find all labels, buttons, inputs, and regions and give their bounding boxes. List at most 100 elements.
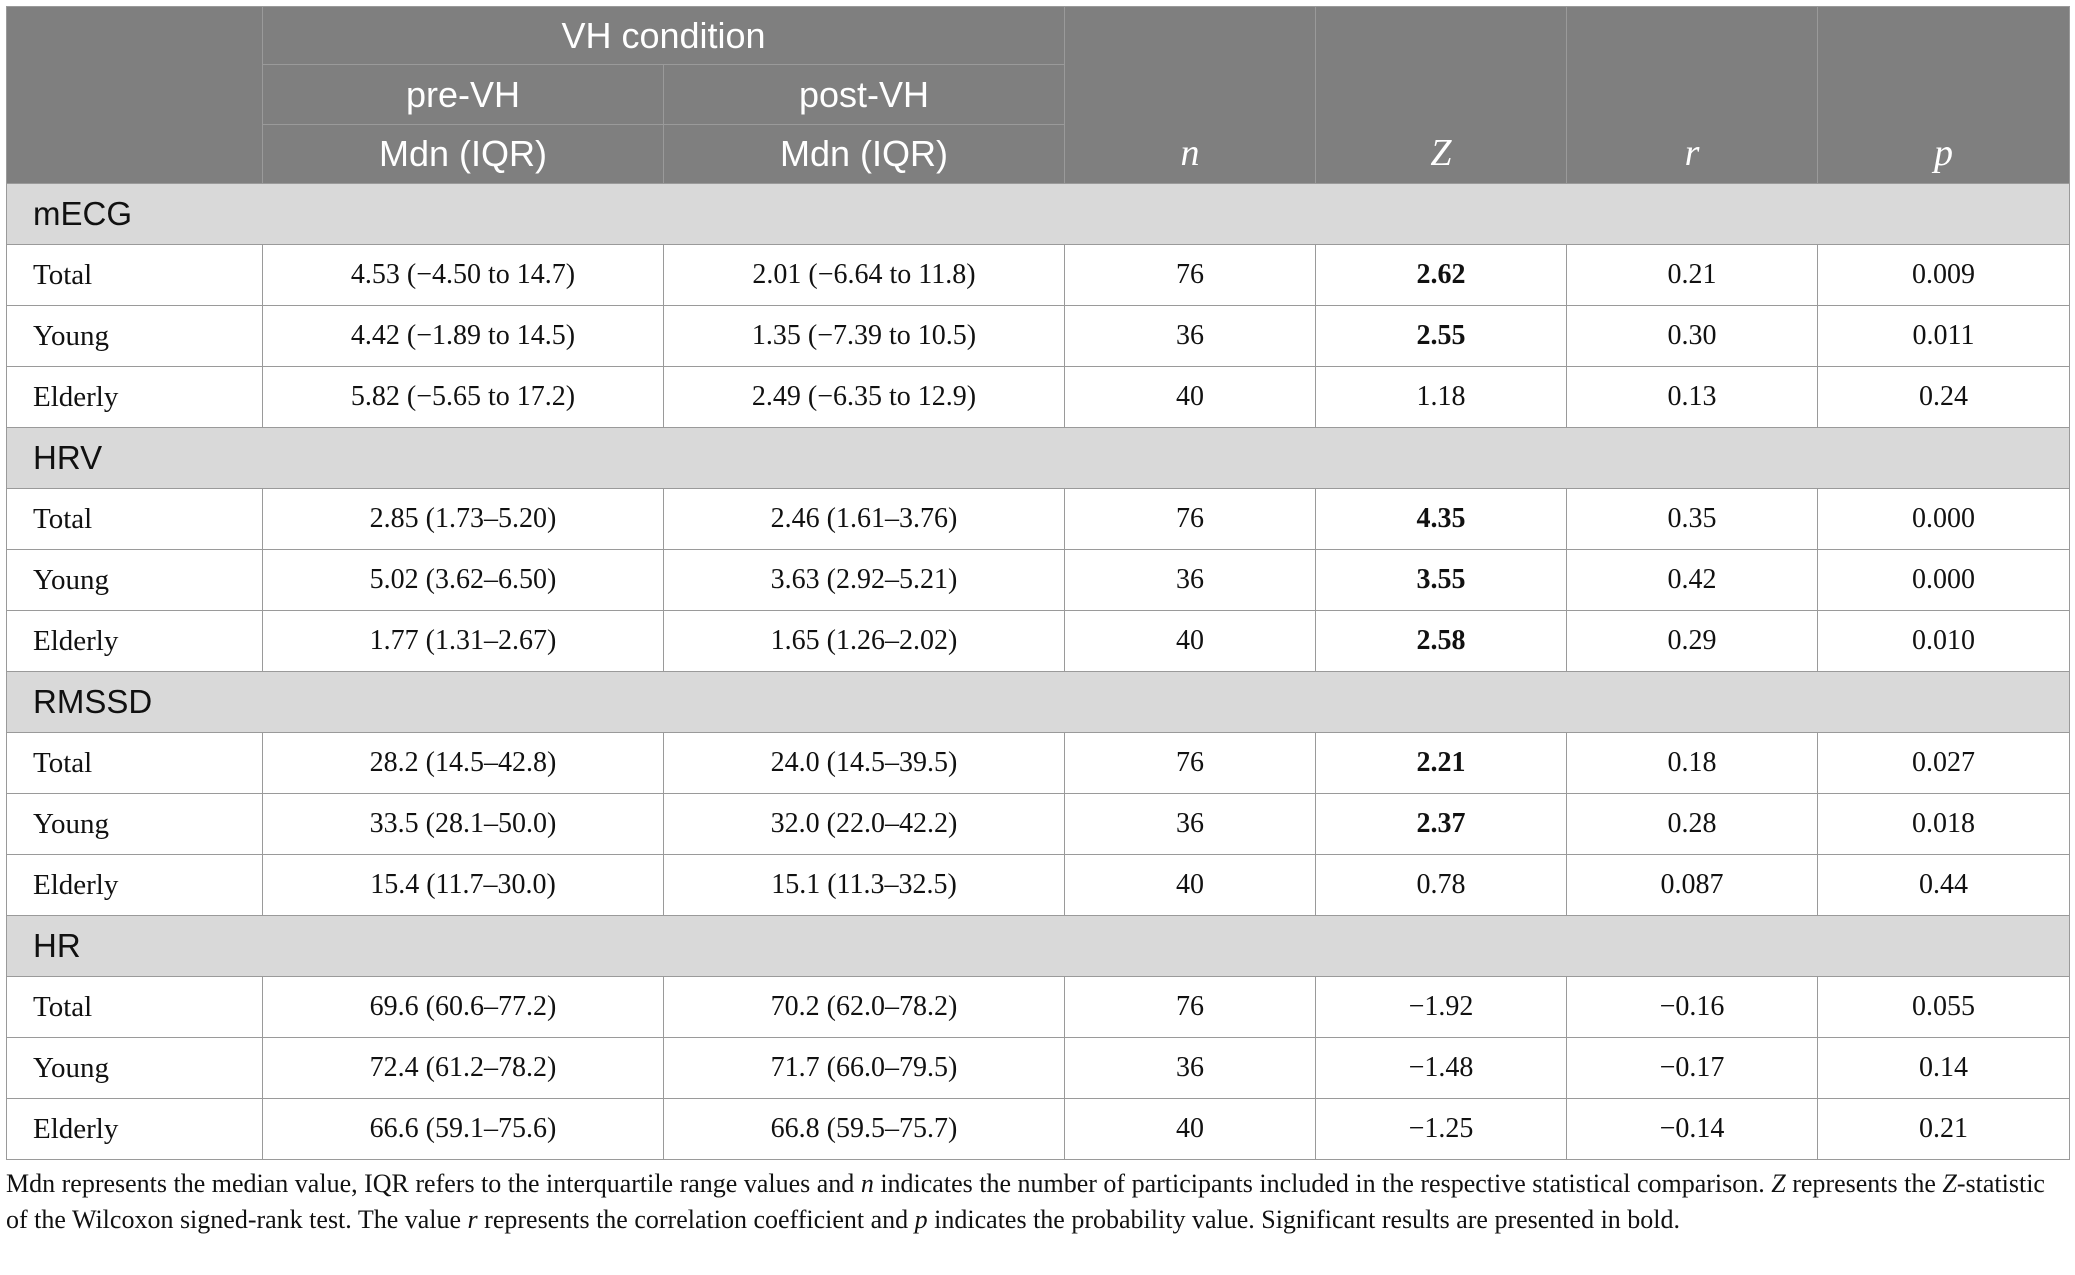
n-value: 36 bbox=[1064, 549, 1316, 611]
header-post-mdn-iqr: Mdn (IQR) bbox=[663, 124, 1065, 184]
header-post-vh: post-VH bbox=[663, 64, 1065, 125]
r-value: 0.21 bbox=[1566, 244, 1818, 306]
footnote-text-2: indicates the number of participants inc… bbox=[873, 1169, 1772, 1198]
table-body: mECG Total 4.53 (−4.50 to 14.7) 2.01 (−6.64… bbox=[6, 183, 2070, 1160]
header-pre-vh: pre-VH bbox=[262, 64, 664, 125]
row-label: Elderly bbox=[6, 610, 263, 672]
results-table-container: VH condition n Z r p pre-VH post-VH Mdn … bbox=[6, 6, 2070, 1160]
pre-vh-value: 72.4 (61.2–78.2) bbox=[262, 1037, 664, 1099]
footnote-p-symbol: p bbox=[914, 1205, 928, 1234]
row-label: Young bbox=[6, 1037, 263, 1099]
section-row: HR bbox=[6, 915, 2070, 977]
p-value: 0.018 bbox=[1817, 793, 2070, 855]
header-r: r bbox=[1566, 6, 1818, 184]
p-value: 0.009 bbox=[1817, 244, 2070, 306]
p-value: 0.055 bbox=[1817, 976, 2070, 1038]
footnote-text-5: represents the correlation coefficient a… bbox=[477, 1205, 915, 1234]
z-value: −1.92 bbox=[1315, 976, 1567, 1038]
table-header: VH condition n Z r p pre-VH post-VH Mdn … bbox=[6, 6, 2070, 184]
z-value: 2.58 bbox=[1315, 610, 1567, 672]
n-value: 36 bbox=[1064, 1037, 1316, 1099]
n-value: 40 bbox=[1064, 610, 1316, 672]
row-label: Elderly bbox=[6, 366, 263, 428]
header-blank-cell bbox=[6, 6, 263, 184]
z-value: 1.18 bbox=[1315, 366, 1567, 428]
post-vh-value: 1.35 (−7.39 to 10.5) bbox=[663, 305, 1065, 367]
row-label: Total bbox=[6, 488, 263, 550]
row-label: Total bbox=[6, 976, 263, 1038]
section-title: RMSSD bbox=[6, 671, 2070, 733]
table-row: Elderly 5.82 (−5.65 to 17.2) 2.49 (−6.35 t… bbox=[6, 366, 2070, 428]
section-row: RMSSD bbox=[6, 671, 2070, 733]
r-value: −0.14 bbox=[1566, 1098, 1818, 1160]
p-value: 0.010 bbox=[1817, 610, 2070, 672]
p-value: 0.000 bbox=[1817, 549, 2070, 611]
r-value: 0.30 bbox=[1566, 305, 1818, 367]
post-vh-value: 1.65 (1.26–2.02) bbox=[663, 610, 1065, 672]
row-label: Young bbox=[6, 305, 263, 367]
table-footnote: Mdn represents the median value, IQR ref… bbox=[6, 1166, 2069, 1238]
n-value: 76 bbox=[1064, 732, 1316, 794]
pre-vh-value: 15.4 (11.7–30.0) bbox=[262, 854, 664, 916]
table-row: Young 4.42 (−1.89 to 14.5) 1.35 (−7.39 to … bbox=[6, 305, 2070, 367]
pre-vh-value: 5.82 (−5.65 to 17.2) bbox=[262, 366, 664, 428]
section-title: mECG bbox=[6, 183, 2070, 245]
z-value: 2.21 bbox=[1315, 732, 1567, 794]
row-label: Elderly bbox=[6, 1098, 263, 1160]
r-value: 0.28 bbox=[1566, 793, 1818, 855]
r-value: 0.087 bbox=[1566, 854, 1818, 916]
z-value: 2.55 bbox=[1315, 305, 1567, 367]
table-row: Elderly 1.77 (1.31–2.67) 1.65 (1.26–2.02) 4… bbox=[6, 610, 2070, 672]
header-vh-condition: VH condition bbox=[262, 6, 1065, 65]
post-vh-value: 24.0 (14.5–39.5) bbox=[663, 732, 1065, 794]
pre-vh-value: 28.2 (14.5–42.8) bbox=[262, 732, 664, 794]
footnote-text-1: Mdn represents the median value, IQR ref… bbox=[6, 1169, 861, 1198]
table-row: Total 4.53 (−4.50 to 14.7) 2.01 (−6.64 to … bbox=[6, 244, 2070, 306]
footnote-text-4: -statistic of the Wilcoxon signed-rank t… bbox=[6, 1169, 2045, 1234]
table-row: Total 2.85 (1.73–5.20) 2.46 (1.61–3.76) 76 4… bbox=[6, 488, 2070, 550]
n-value: 76 bbox=[1064, 976, 1316, 1038]
z-value: 2.37 bbox=[1315, 793, 1567, 855]
header-n: n bbox=[1064, 6, 1316, 184]
post-vh-value: 2.46 (1.61–3.76) bbox=[663, 488, 1065, 550]
r-value: 0.13 bbox=[1566, 366, 1818, 428]
post-vh-value: 71.7 (66.0–79.5) bbox=[663, 1037, 1065, 1099]
p-value: 0.027 bbox=[1817, 732, 2070, 794]
pre-vh-value: 4.53 (−4.50 to 14.7) bbox=[262, 244, 664, 306]
footnote-r-symbol: r bbox=[467, 1205, 478, 1234]
row-label: Young bbox=[6, 549, 263, 611]
post-vh-value: 15.1 (11.3–32.5) bbox=[663, 854, 1065, 916]
pre-vh-value: 5.02 (3.62–6.50) bbox=[262, 549, 664, 611]
n-value: 76 bbox=[1064, 488, 1316, 550]
n-value: 40 bbox=[1064, 366, 1316, 428]
section-title: HRV bbox=[6, 427, 2070, 489]
r-value: 0.35 bbox=[1566, 488, 1818, 550]
post-vh-value: 2.01 (−6.64 to 11.8) bbox=[663, 244, 1065, 306]
r-value: −0.16 bbox=[1566, 976, 1818, 1038]
footnote-text-6: indicates the probability value. Signifi… bbox=[927, 1205, 1681, 1234]
r-value: 0.29 bbox=[1566, 610, 1818, 672]
results-table: VH condition n Z r p pre-VH post-VH Mdn … bbox=[6, 6, 2070, 1160]
row-label: Total bbox=[6, 732, 263, 794]
footnote-z-symbol: Z bbox=[1771, 1169, 1786, 1198]
r-value: 0.42 bbox=[1566, 549, 1818, 611]
z-value: −1.25 bbox=[1315, 1098, 1567, 1160]
row-label: Total bbox=[6, 244, 263, 306]
pre-vh-value: 33.5 (28.1–50.0) bbox=[262, 793, 664, 855]
footnote-text-3: represents the bbox=[1785, 1169, 1943, 1198]
pre-vh-value: 1.77 (1.31–2.67) bbox=[262, 610, 664, 672]
z-value: 3.55 bbox=[1315, 549, 1567, 611]
section-row: mECG bbox=[6, 183, 2070, 245]
table-row: Elderly 15.4 (11.7–30.0) 15.1 (11.3–32.5) 4… bbox=[6, 854, 2070, 916]
n-value: 36 bbox=[1064, 305, 1316, 367]
p-value: 0.44 bbox=[1817, 854, 2070, 916]
pre-vh-value: 66.6 (59.1–75.6) bbox=[262, 1098, 664, 1160]
post-vh-value: 32.0 (22.0–42.2) bbox=[663, 793, 1065, 855]
row-label: Elderly bbox=[6, 854, 263, 916]
table-row: Total 28.2 (14.5–42.8) 24.0 (14.5–39.5) 76 2… bbox=[6, 732, 2070, 794]
table-row: Elderly 66.6 (59.1–75.6) 66.8 (59.5–75.7) 4… bbox=[6, 1098, 2070, 1160]
p-value: 0.24 bbox=[1817, 366, 2070, 428]
n-value: 40 bbox=[1064, 854, 1316, 916]
z-value: 4.35 bbox=[1315, 488, 1567, 550]
table-row: Young 33.5 (28.1–50.0) 32.0 (22.0–42.2) 36 2… bbox=[6, 793, 2070, 855]
